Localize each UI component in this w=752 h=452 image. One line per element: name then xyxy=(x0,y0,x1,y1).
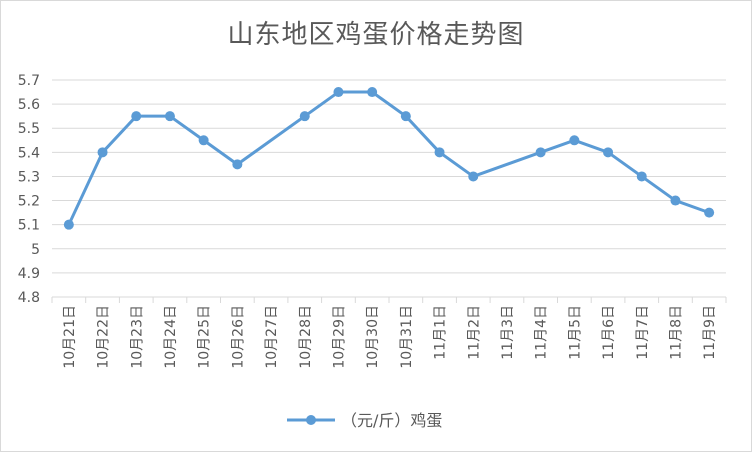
y-axis-ticks: 4.8 4.9 5 5.1 5.2 5.3 5.4 5.5 5.6 5.7 xyxy=(18,73,40,306)
x-tick-label: 11月3日 xyxy=(500,305,516,360)
series-line xyxy=(67,90,710,226)
y-tick-label: 5 xyxy=(31,242,40,258)
x-tick-label: 10月28日 xyxy=(298,305,314,369)
x-tick-label: 10月25日 xyxy=(197,305,213,369)
data-point xyxy=(333,87,344,98)
x-tick-label: 11月7日 xyxy=(635,305,651,360)
chart-title: 山东地区鸡蛋价格走势图 xyxy=(227,20,525,50)
y-tick-label: 5.7 xyxy=(18,73,40,89)
y-tick-label: 5.1 xyxy=(18,218,40,234)
data-point xyxy=(569,135,580,146)
y-tick-label: 5.4 xyxy=(18,145,40,161)
x-tick-label: 11月9日 xyxy=(702,305,718,360)
data-point xyxy=(198,135,209,146)
y-tick-label: 4.8 xyxy=(18,290,40,306)
x-tick-label: 11月6日 xyxy=(601,305,617,360)
y-tick-label: 4.9 xyxy=(18,266,40,282)
data-point xyxy=(670,195,681,206)
y-tick-label: 5.3 xyxy=(18,169,40,185)
x-tick-label: 11月8日 xyxy=(668,305,684,360)
data-point xyxy=(131,111,142,122)
y-tick-label: 5.5 xyxy=(18,121,40,137)
x-tick-label: 10月27日 xyxy=(264,305,280,369)
x-tick-label: 11月5日 xyxy=(567,305,583,360)
x-tick-label: 11月4日 xyxy=(534,305,550,360)
data-point xyxy=(232,159,243,170)
legend-label: （元/斤）鸡蛋 xyxy=(341,411,442,430)
data-point xyxy=(97,147,108,158)
x-tick-label: 11月2日 xyxy=(466,305,482,360)
data-point xyxy=(367,87,378,98)
data-point xyxy=(299,111,310,122)
legend: （元/斤）鸡蛋 xyxy=(287,411,442,430)
x-tick-label: 11月1日 xyxy=(433,305,449,360)
x-axis: 10月21日 10月22日 10月23日 10月24日 10月25日 10月26日 10月2… xyxy=(51,297,727,369)
x-tick-label: 10月31日 xyxy=(399,305,415,369)
legend-marker xyxy=(306,415,316,425)
y-tick-label: 5.6 xyxy=(18,97,40,113)
x-tick-label: 10月30日 xyxy=(365,305,381,369)
data-point xyxy=(704,207,715,218)
x-tick-label: 10月22日 xyxy=(96,305,112,369)
x-tick-label: 10月24日 xyxy=(163,305,179,369)
data-point xyxy=(603,147,614,158)
y-tick-label: 5.2 xyxy=(18,194,40,210)
data-point xyxy=(636,171,647,182)
x-tick-label: 10月29日 xyxy=(331,305,347,369)
x-tick-label: 10月23日 xyxy=(129,305,145,369)
grid-lines xyxy=(52,79,726,298)
data-point xyxy=(535,147,546,158)
series-points xyxy=(63,87,715,230)
data-point xyxy=(434,147,445,158)
data-point xyxy=(468,171,479,182)
x-tick-label: 10月26日 xyxy=(230,305,246,369)
data-point xyxy=(63,219,74,230)
x-tick-label: 10月21日 xyxy=(62,305,78,369)
series-lines xyxy=(67,90,710,226)
data-point xyxy=(164,111,175,122)
data-point xyxy=(400,111,411,122)
